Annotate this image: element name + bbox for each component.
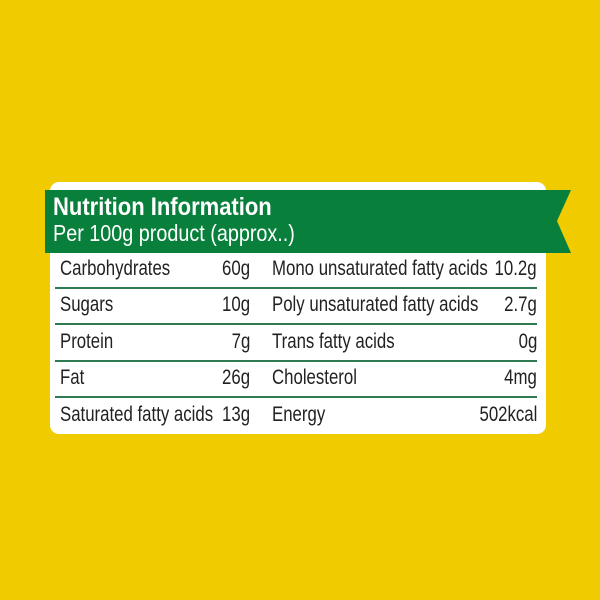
nutrient-label: Saturated fatty acids (60, 403, 214, 426)
nutrient-label: Trans fatty acids (272, 330, 395, 353)
nutrient-label: Mono unsaturated fatty acids (272, 257, 488, 280)
nutrient-value: 0g (518, 330, 537, 353)
nutrient-value: 26g (221, 366, 250, 389)
nutrition-title: Nutrition Information (53, 193, 272, 221)
table-row: Carbohydrates 60g Mono unsaturated fatty a… (55, 252, 537, 289)
table-row: Saturated fatty acids 13g Energy 502kcal (55, 398, 537, 435)
table-row: Protein 7g Trans fatty acids 0g (55, 325, 537, 362)
nutrient-label: Sugars (60, 293, 114, 316)
nutrient-value: 2.7g (504, 293, 537, 316)
nutrient-value: 13g (221, 403, 250, 426)
row-divider (55, 360, 537, 362)
nutrient-value: 10.2g (494, 257, 537, 280)
row-divider (55, 287, 537, 289)
row-divider (55, 396, 537, 398)
nutrient-value: 10g (221, 293, 250, 316)
table-row: Sugars 10g Poly unsaturated fatty acids 2.7… (55, 288, 537, 325)
nutrient-value: 7g (231, 330, 250, 353)
nutrient-label: Fat (60, 366, 85, 389)
nutrient-label: Energy (272, 403, 326, 426)
header-banner (45, 190, 571, 253)
nutrition-subtitle: Per 100g product (approx..) (53, 220, 295, 246)
nutrient-label: Poly unsaturated fatty acids (272, 293, 479, 316)
nutrient-label: Carbohydrates (60, 257, 171, 280)
nutrient-value: 502kcal (479, 403, 537, 426)
nutrient-value: 60g (221, 257, 250, 280)
row-divider (55, 323, 537, 325)
nutrient-label: Protein (60, 330, 114, 353)
table-row: Fat 26g Cholesterol 4mg (55, 361, 537, 398)
nutrient-label: Cholesterol (272, 366, 357, 389)
nutrient-value: 4mg (504, 366, 537, 389)
